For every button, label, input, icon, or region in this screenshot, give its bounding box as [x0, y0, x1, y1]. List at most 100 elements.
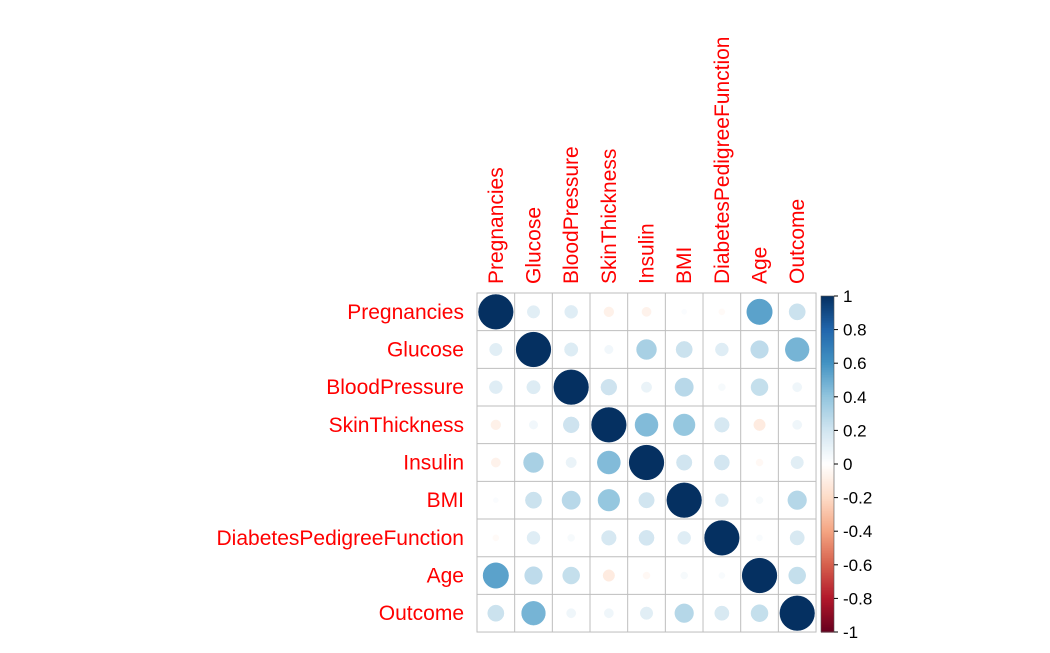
corr-circle-Glucose-Insulin: [636, 339, 657, 360]
colorbar-segment: [821, 430, 834, 433]
colorbar-tick-label: 0.6: [843, 354, 867, 373]
corr-circle-DiabetesPedigreeFunction-BloodPressure: [567, 534, 575, 542]
corr-circle-DiabetesPedigreeFunction-BMI: [677, 531, 691, 545]
colorbar-segment: [821, 615, 834, 618]
colorbar-segment: [821, 354, 834, 358]
corr-circle-BMI-SkinThickness: [597, 489, 620, 512]
colorbar-tick-label: -1: [843, 623, 858, 642]
colorbar-segment: [821, 469, 834, 472]
corr-circle-Outcome-DiabetesPedigreeFunction: [714, 605, 730, 621]
colorbar-segment: [821, 529, 834, 532]
colorbar-segment: [821, 443, 834, 447]
colorbar-segment: [821, 296, 834, 299]
colorbar-segment: [821, 573, 834, 576]
column-label-BloodPressure: BloodPressure: [560, 146, 583, 284]
colorbar-segment: [821, 532, 834, 536]
colorbar-segment: [821, 512, 834, 515]
colorbar-segment: [821, 479, 834, 482]
colorbar-segment: [821, 559, 834, 563]
colorbar-segment: [821, 344, 834, 347]
colorbar-segment: [821, 423, 834, 426]
colorbar-segment: [821, 487, 834, 490]
colorbar-segment: [821, 348, 834, 351]
corr-circle-DiabetesPedigreeFunction-Pregnancies: [492, 534, 500, 542]
column-label-DiabetesPedigreeFunction: DiabetesPedigreeFunction: [711, 37, 734, 285]
colorbar-segment: [821, 388, 834, 391]
colorbar-segment: [821, 455, 834, 458]
colorbar-segment: [821, 445, 834, 448]
colorbar-segment: [821, 309, 834, 312]
colorbar-segment: [821, 579, 834, 583]
row-label-Outcome: Outcome: [379, 602, 464, 625]
colorbar-segment: [821, 584, 834, 588]
colorbar-segment: [821, 364, 834, 368]
colorbar-segment: [821, 625, 834, 628]
colorbar-segment: [821, 385, 834, 388]
colorbar-segment: [821, 400, 834, 403]
colorbar-segment: [821, 376, 834, 379]
colorbar-segment: [821, 356, 834, 359]
colorbar-segment: [821, 485, 834, 489]
column-label-Glucose: Glucose: [523, 207, 546, 284]
row-label-DiabetesPedigreeFunction: DiabetesPedigreeFunction: [217, 527, 465, 550]
colorbar-segment: [821, 474, 834, 477]
corr-circle-Insulin-Pregnancies: [490, 457, 501, 468]
colorbar-segment: [821, 452, 834, 455]
colorbar-segment: [821, 302, 834, 305]
corr-circle-Outcome-Age: [750, 604, 769, 622]
colorbar-segment: [821, 380, 834, 383]
colorbar-segment: [821, 490, 834, 494]
colorbar-segment: [821, 608, 834, 611]
colorbar-segment: [821, 371, 834, 374]
colorbar-segment: [821, 621, 834, 625]
colorbar-segment: [821, 314, 834, 317]
colorbar-segment: [821, 420, 834, 423]
colorbar-segment: [821, 600, 834, 603]
corr-circle-Outcome-Insulin: [640, 606, 654, 620]
corr-circle-Pregnancies-Age: [746, 298, 773, 325]
corr-circle-BloodPressure-BMI: [674, 377, 694, 397]
colorbar-segment: [821, 358, 834, 361]
colorbar-segment: [821, 521, 834, 524]
corr-circle-Glucose-BMI: [675, 341, 693, 358]
corr-circle-Age-DiabetesPedigreeFunction: [718, 572, 726, 579]
colorbar-segment: [821, 453, 834, 457]
corr-circle-Pregnancies-Pregnancies: [478, 294, 514, 330]
corr-circle-BMI-BMI: [666, 482, 702, 518]
colorbar-segment: [821, 544, 834, 547]
colorbar-segment: [821, 301, 834, 304]
colorbar-tick-label: -0.4: [843, 522, 872, 541]
corr-circle-Age-BMI: [680, 571, 688, 580]
colorbar-segment: [821, 369, 834, 373]
colorbar-segment: [821, 472, 834, 475]
colorbar-segment: [821, 606, 834, 610]
colorbar-segment: [821, 416, 834, 420]
corr-circle-Insulin-Glucose: [523, 452, 544, 473]
colorbar-segment: [821, 610, 834, 613]
column-label-Outcome: Outcome: [786, 199, 809, 284]
corr-circle-Glucose-BloodPressure: [564, 342, 579, 357]
corr-circle-Age-Age: [741, 557, 778, 594]
colorbar-segment: [821, 413, 834, 416]
colorbar-segment: [821, 546, 834, 549]
colorbar-segment: [821, 492, 834, 495]
corr-circle-BloodPressure-Pregnancies: [489, 380, 503, 394]
corr-circle-Outcome-SkinThickness: [604, 608, 614, 619]
corr-circle-Insulin-BloodPressure: [565, 457, 577, 468]
colorbar-segment: [821, 395, 834, 398]
colorbar-segment: [821, 516, 834, 519]
colorbar-segment: [821, 316, 834, 319]
corr-circle-BMI-Outcome: [787, 490, 807, 510]
corr-circle-Insulin-Outcome: [790, 456, 804, 470]
colorbar-segment: [821, 401, 834, 405]
colorbar-segment: [821, 297, 834, 300]
corr-circle-SkinThickness-Glucose: [529, 420, 538, 430]
colorbar-segment: [821, 502, 834, 505]
colorbar-segment: [821, 489, 834, 492]
colorbar-segment: [821, 457, 834, 460]
row-label-Pregnancies: Pregnancies: [347, 301, 464, 324]
corr-circle-BloodPressure-Outcome: [792, 382, 803, 393]
colorbar-segment: [821, 539, 834, 542]
colorbar-segment: [821, 591, 834, 594]
colorbar-segment: [821, 447, 834, 450]
